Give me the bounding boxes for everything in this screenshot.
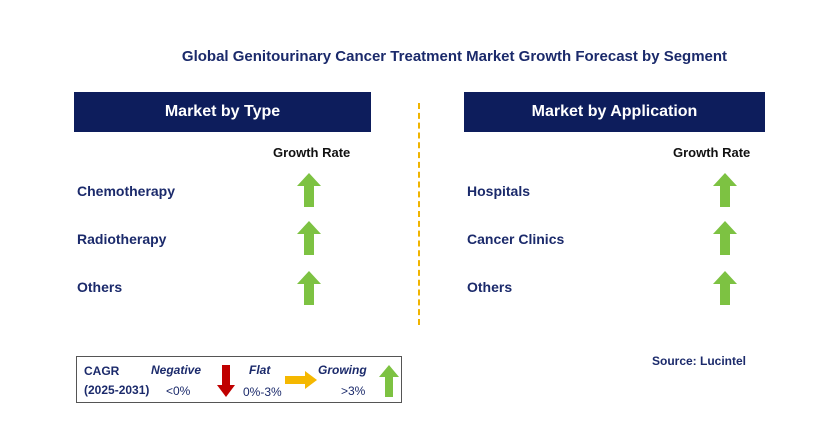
growing-arrow-icon (297, 173, 321, 207)
growing-arrow-icon (713, 221, 737, 255)
source-note: Source: Lucintel (652, 354, 747, 368)
legend-flat-label: Flat (249, 363, 271, 377)
negative-arrow-icon (217, 365, 235, 397)
flat-arrow-icon (285, 371, 317, 389)
type-row-label: Radiotherapy (77, 231, 167, 247)
growing-arrow-icon (713, 173, 737, 207)
market-by-application-header: Market by Application (464, 92, 765, 132)
growing-arrow-icon (379, 365, 399, 397)
growing-arrow-icon (297, 221, 321, 255)
legend-negative-label: Negative (151, 363, 202, 377)
application-row-label: Others (467, 279, 513, 295)
type-row-label: Others (77, 279, 123, 295)
legend-period: (2025-2031) (84, 383, 150, 397)
panel-divider (418, 103, 420, 325)
cagr-legend: CAGR (2025-2031) Negative <0% Flat 0%-3%… (76, 356, 402, 403)
market-by-type-header: Market by Type (74, 92, 371, 132)
type-row-label: Chemotherapy (77, 183, 176, 199)
page-title: Global Genitourinary Cancer Treatment Ma… (181, 48, 728, 65)
legend-growing-range: >3% (341, 384, 366, 398)
growing-arrow-icon (297, 271, 321, 305)
legend-growing-label: Growing (318, 363, 367, 377)
type-growth-rate-header: Growth Rate (273, 145, 351, 160)
application-growth-rate-header: Growth Rate (673, 145, 751, 160)
growing-arrow-icon (713, 271, 737, 305)
application-row-label: Hospitals (467, 183, 531, 199)
legend-cagr-label: CAGR (84, 364, 120, 378)
legend-flat-range: 0%-3% (243, 385, 282, 399)
application-row-label: Cancer Clinics (467, 231, 565, 247)
legend-negative-range: <0% (166, 384, 191, 398)
